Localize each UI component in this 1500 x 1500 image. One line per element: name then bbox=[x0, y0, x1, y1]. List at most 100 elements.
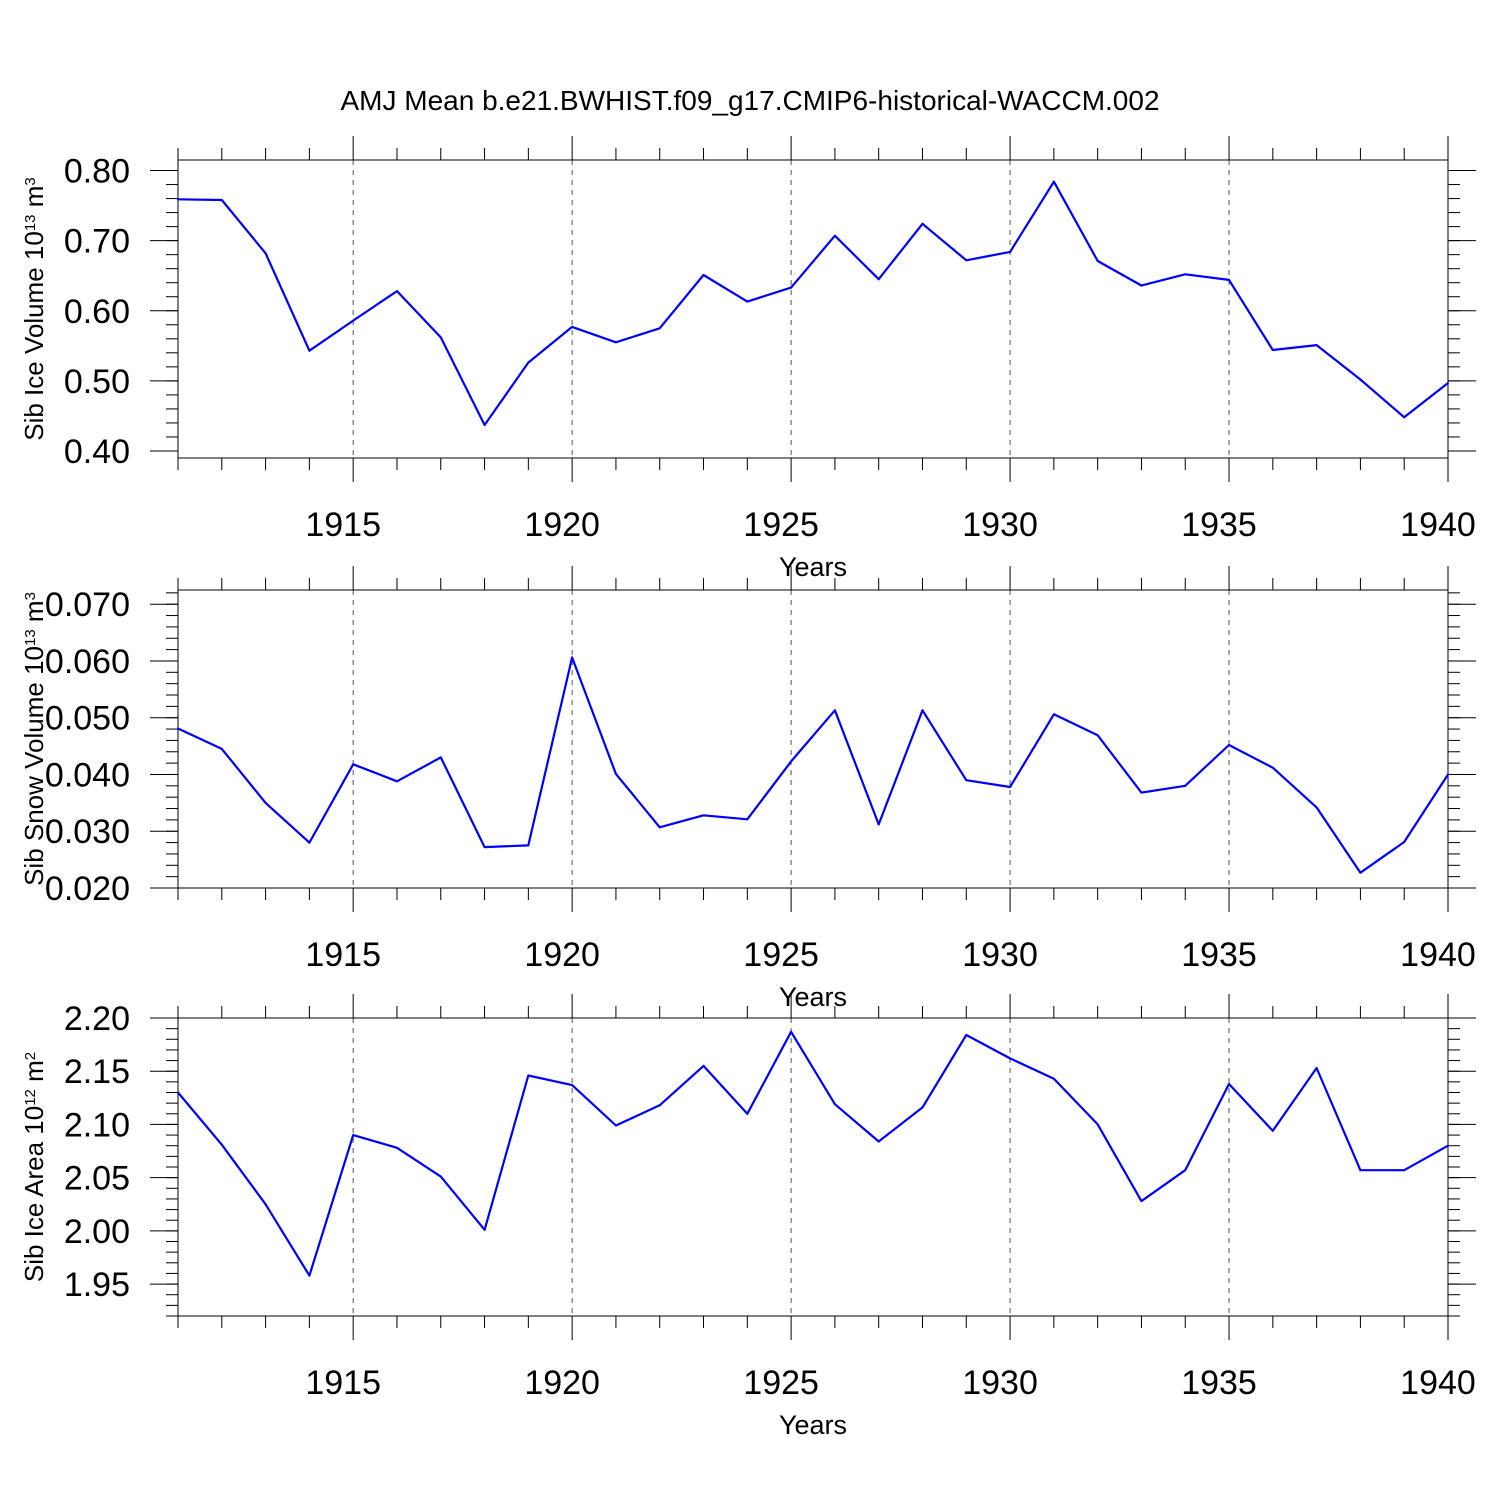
y-axis-label-exp: 12 bbox=[22, 1089, 39, 1106]
x-tick-label: 1940 bbox=[1400, 936, 1476, 974]
data-point bbox=[352, 319, 355, 322]
data-point bbox=[1009, 250, 1012, 253]
data-point bbox=[1228, 743, 1231, 746]
data-point bbox=[308, 349, 311, 352]
data-point bbox=[790, 760, 793, 763]
y-tick-label: 2.10 bbox=[64, 1106, 130, 1144]
data-point bbox=[965, 779, 968, 782]
data-point bbox=[220, 198, 223, 201]
data-point bbox=[571, 656, 574, 659]
x-tick-label: 1940 bbox=[1400, 1364, 1476, 1402]
y-tick-label: 0.40 bbox=[64, 433, 130, 471]
x-tick-label: 1930 bbox=[962, 936, 1038, 974]
data-point bbox=[220, 1143, 223, 1146]
data-point bbox=[483, 424, 486, 427]
data-point bbox=[1052, 180, 1055, 183]
x-tick-label: 1930 bbox=[962, 1364, 1038, 1402]
y-tick-label: 0.60 bbox=[64, 293, 130, 331]
data-point bbox=[833, 709, 836, 712]
x-tick-label: 1925 bbox=[743, 936, 819, 974]
data-point bbox=[483, 1228, 486, 1231]
data-point bbox=[1228, 1082, 1231, 1085]
data-point bbox=[1447, 381, 1449, 384]
x-tick-label: 1915 bbox=[305, 1364, 381, 1402]
y-tick-label: 2.20 bbox=[64, 1000, 130, 1038]
data-point bbox=[1184, 784, 1187, 787]
data-point bbox=[1184, 273, 1187, 276]
data-point bbox=[1359, 871, 1362, 874]
y-axis-label-exp: 13 bbox=[22, 629, 39, 646]
data-point bbox=[746, 818, 749, 821]
data-point bbox=[1140, 1200, 1143, 1203]
y-tick-label: 0.70 bbox=[64, 223, 130, 261]
data-point bbox=[1009, 785, 1012, 788]
data-point bbox=[1271, 349, 1274, 352]
x-tick-label: 1920 bbox=[524, 1364, 600, 1402]
data-point bbox=[965, 259, 968, 262]
x-tick-label: 1920 bbox=[524, 506, 600, 544]
data-point bbox=[877, 823, 880, 826]
data-point bbox=[177, 198, 179, 201]
y-tick-label: 0.030 bbox=[45, 813, 130, 851]
y-axis-label-text: Sib Snow Volume 10 bbox=[19, 646, 49, 886]
x-tick-label: 1920 bbox=[524, 936, 600, 974]
x-tick-label: 1915 bbox=[305, 506, 381, 544]
x-tick-label: 1935 bbox=[1181, 1364, 1257, 1402]
data-point bbox=[439, 1175, 442, 1178]
data-point bbox=[1359, 378, 1362, 381]
y-tick-label: 0.020 bbox=[45, 870, 130, 908]
data-point bbox=[1271, 1129, 1274, 1132]
data-point bbox=[527, 361, 530, 364]
data-point bbox=[352, 763, 355, 766]
data-point bbox=[746, 300, 749, 303]
data-point bbox=[658, 1104, 661, 1107]
data-point bbox=[702, 1064, 705, 1067]
data-point bbox=[439, 336, 442, 339]
x-tick-label: 1935 bbox=[1181, 506, 1257, 544]
data-point bbox=[746, 1112, 749, 1115]
data-point bbox=[527, 844, 530, 847]
y-tick-label: 0.060 bbox=[45, 643, 130, 681]
data-point bbox=[177, 727, 179, 730]
y-axis-label: Sib Ice Area 1012 m2 bbox=[19, 1052, 49, 1282]
x-axis-label: Years bbox=[779, 1410, 847, 1440]
y-tick-label: 0.50 bbox=[64, 363, 130, 401]
data-point bbox=[702, 273, 705, 276]
y-axis-label-unit: m bbox=[19, 600, 49, 629]
data-point bbox=[702, 814, 705, 817]
data-point bbox=[1447, 773, 1449, 776]
data-point bbox=[308, 841, 311, 844]
y-tick-label: 2.05 bbox=[64, 1160, 130, 1198]
data-point bbox=[571, 1084, 574, 1087]
data-point bbox=[483, 846, 486, 849]
data-point bbox=[790, 1030, 793, 1033]
data-point bbox=[965, 1034, 968, 1037]
x-axis-label: Years bbox=[779, 552, 847, 582]
data-point bbox=[1096, 1123, 1099, 1126]
x-tick-label: 1925 bbox=[743, 506, 819, 544]
data-point bbox=[1184, 1169, 1187, 1172]
data-point bbox=[1052, 1077, 1055, 1080]
data-point bbox=[1403, 416, 1406, 419]
y-axis-label-text: Sib Ice Area 10 bbox=[19, 1106, 49, 1282]
data-point bbox=[395, 290, 398, 293]
data-point bbox=[833, 234, 836, 237]
data-point bbox=[614, 1124, 617, 1127]
x-tick-label: 1935 bbox=[1181, 936, 1257, 974]
y-tick-label: 0.050 bbox=[45, 700, 130, 738]
series-line bbox=[177, 180, 1449, 427]
data-point bbox=[614, 772, 617, 775]
y-axis-label-unit: m bbox=[19, 186, 49, 215]
y-axis-label-unit-exp: 3 bbox=[22, 177, 39, 185]
data-point bbox=[527, 1074, 530, 1077]
data-point bbox=[352, 1134, 355, 1137]
x-axis-label: Years bbox=[779, 982, 847, 1012]
series-line bbox=[177, 656, 1449, 874]
series-line bbox=[177, 1030, 1449, 1277]
data-point bbox=[1009, 1057, 1012, 1060]
data-point bbox=[571, 325, 574, 328]
x-tick-label: 1940 bbox=[1400, 506, 1476, 544]
y-tick-label: 2.15 bbox=[64, 1053, 130, 1091]
